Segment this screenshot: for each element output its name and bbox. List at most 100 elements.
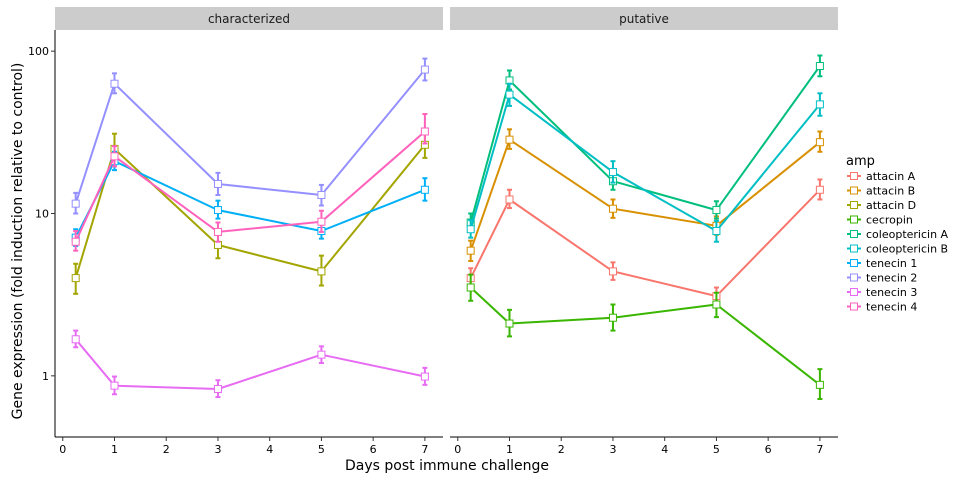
legend-label: attacin D [866,199,916,212]
data-point [815,100,824,109]
data-point [712,227,721,236]
series-line [74,338,426,390]
legend-label: coleoptericin A [866,228,949,241]
panels: characterized 1 10 100 0 1 2 3 4 5 6 7 putative 0 1 2 3 4… [28,7,838,456]
data-point [608,313,617,322]
series-line [74,160,426,239]
series-tenecin-4 [71,113,429,252]
legend-entry-tenecin-1: tenecin 1 [847,257,917,270]
data-point [213,179,222,188]
data-point [712,300,721,309]
legend-key-point [850,288,858,296]
legend-entry-tenecin-4: tenecin 4 [847,301,917,314]
y-axis-title: Gene expression (fold induction relative… [10,63,26,420]
legend-entry-coleoptericin-a: coleoptericin A [847,228,949,241]
x-tick-label: 4 [661,443,668,456]
legend-key-point [850,230,858,238]
x-tick-label: 3 [214,443,221,456]
data-point [815,62,824,71]
x-tick-label: 5 [318,443,325,456]
legend-label: coleoptericin B [866,243,948,256]
data-point [213,206,222,215]
legend-key-point [850,215,858,224]
legend-title: amp [846,154,875,169]
data-point [505,319,514,328]
data-point [71,274,80,283]
legend-label: tenecin 1 [866,257,917,270]
series-attacin-a [466,178,824,306]
data-point [110,152,119,161]
facet-strip-label: characterized [208,12,290,26]
legend-entry-attacin-b: attacin B [847,185,915,198]
legend-key-point [850,259,858,267]
legend-key-point [850,201,858,209]
series-line [74,68,426,204]
legend-label: cecropin [866,214,913,227]
x-tick-label: 0 [59,443,66,456]
data-point [608,204,617,213]
x-tick-label: 6 [370,443,377,456]
data-point [317,350,326,359]
x-tick-label: 4 [266,443,273,456]
series-line [469,138,821,252]
x-tick-label: 6 [765,443,772,456]
data-point [712,206,721,215]
legend-entry-tenecin-2: tenecin 2 [847,272,917,285]
legend-entry-cecropin: cecropin [847,214,913,227]
data-point [420,185,429,194]
legend-key-point [850,244,858,253]
facet-strip-label: putative [619,12,669,26]
legend-entry-attacin-d: attacin D [847,199,916,212]
data-point [608,168,617,177]
data-point [317,267,326,276]
series-coleoptericin-a [466,54,824,233]
panel-characterized: characterized 1 10 100 0 1 2 3 4 5 6 7 [28,7,443,456]
data-point [466,283,475,292]
data-point [815,185,824,194]
series-tenecin-2 [71,57,429,215]
legend-key-point [850,186,858,195]
data-point [317,217,326,226]
x-tick-label: 7 [816,443,823,456]
legend-label: attacin A [866,170,916,183]
data-point [505,135,514,144]
series-tenecin-1 [71,150,429,248]
legend-label: tenecin 2 [866,272,917,285]
data-point [815,138,824,147]
x-tick-label: 3 [609,443,616,456]
data-point [505,195,514,204]
x-tick-label: 7 [421,443,428,456]
y-tick-label: 100 [28,45,49,58]
data-point [466,225,475,234]
y-tick-label: 1 [42,370,49,383]
y-tick-label: 10 [35,207,49,220]
series-line [469,65,821,223]
data-point [420,65,429,74]
data-point [608,267,617,276]
data-point [466,246,475,255]
legend-entry-attacin-a: attacin A [847,170,916,183]
x-tick-label: 5 [713,443,720,456]
legend-entry-coleoptericin-b: coleoptericin B [847,243,948,256]
x-tick-label: 2 [558,443,565,456]
x-tick-label: 1 [506,443,513,456]
data-point [213,384,222,393]
series-line [469,189,821,298]
data-point [213,227,222,236]
data-point [71,199,80,208]
series-cecropin [466,273,824,400]
panel-putative: putative 0 1 2 3 4 5 6 7 [450,7,838,456]
data-point [71,335,80,344]
x-tick-label: 1 [111,443,118,456]
series-line [469,93,821,232]
data-point [71,237,80,246]
facet-strip [55,7,443,30]
data-point [317,191,326,200]
series-tenecin-3 [71,329,429,399]
legend-label: tenecin 4 [866,301,917,314]
data-point [110,79,119,88]
legend-key-point [850,273,858,282]
series-coleoptericin-b [466,82,824,243]
data-point [420,127,429,136]
